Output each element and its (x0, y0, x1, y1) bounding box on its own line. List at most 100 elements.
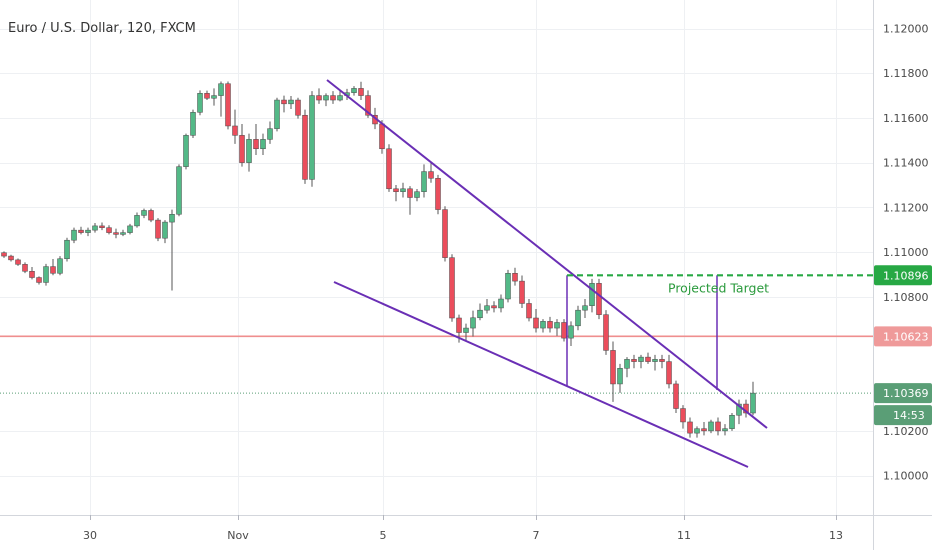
candle-up (246, 139, 252, 163)
candle-up (127, 225, 133, 233)
candle-up (589, 283, 595, 306)
price-axis[interactable]: 1.12000 1.11800 1.11600 1.11400 1.11200 1.110… (883, 23, 929, 483)
time-tick-label: 7 (533, 529, 540, 542)
candle-down (659, 359, 665, 362)
horizontal-levels (0, 335, 873, 394)
candle-down (358, 88, 364, 96)
candle-up (169, 214, 175, 223)
candle-down (113, 232, 119, 235)
price-label-text: 1.10369 (883, 387, 929, 400)
candle-up (337, 95, 343, 101)
candle-down (519, 280, 525, 304)
countdown-text: 14:53 (893, 409, 925, 422)
time-tick-label: 5 (380, 529, 387, 542)
candle-up (71, 229, 77, 241)
candle-down (302, 114, 308, 180)
candle-down (281, 99, 287, 105)
candle-down (330, 95, 336, 101)
time-axis[interactable]: 30 Nov 5 7 11 13 (83, 515, 843, 542)
candle-up (617, 368, 623, 385)
candle-down (204, 93, 210, 99)
price-tick-label: 1.12000 (883, 23, 929, 36)
candle-down (603, 314, 609, 351)
projected-target-annotation: Projected Target (668, 280, 769, 295)
candle-down (533, 317, 539, 329)
candle-down (106, 227, 112, 233)
candle-up (85, 229, 91, 233)
price-labels: 1.10896 1.10623 1.10369 14:53 (874, 265, 932, 426)
candle-down (29, 271, 35, 278)
candle-up (575, 309, 581, 327)
candle-up (624, 359, 630, 369)
price-label-text: 1.10623 (883, 330, 929, 343)
candle-up (211, 95, 217, 99)
candle-up (722, 428, 728, 432)
candle-up (92, 225, 98, 231)
price-tick-label: 1.11800 (883, 67, 929, 80)
candle-up (64, 239, 70, 260)
candle-down (435, 178, 441, 210)
candle-down (15, 259, 21, 265)
candle-down (239, 135, 245, 163)
candle-down (316, 95, 322, 101)
candle-down (232, 125, 238, 136)
candle-down (442, 209, 448, 258)
candle-up (176, 166, 182, 215)
candle-up (183, 135, 189, 167)
candle-up (120, 232, 126, 235)
candle-up (309, 95, 315, 180)
candle-up (498, 298, 504, 309)
price-tick-label: 1.10200 (883, 425, 929, 438)
candle-down (645, 356, 651, 362)
candle-up (260, 139, 266, 150)
candle-down (491, 305, 497, 309)
candle-up (582, 305, 588, 311)
candle-up (505, 273, 511, 300)
candle-down (407, 188, 413, 198)
candle-up (134, 215, 140, 227)
candle-down (631, 359, 637, 362)
candle-up (323, 95, 329, 101)
price-label-projected-target (874, 265, 932, 286)
candle-down (365, 95, 371, 116)
candle-down (610, 350, 616, 385)
price-tick-label: 1.11200 (883, 201, 929, 214)
time-tick-label: 13 (829, 529, 843, 542)
candle-up (554, 322, 560, 329)
candle-down (379, 123, 385, 150)
price-label-last-price (874, 383, 932, 404)
candle-up (218, 83, 224, 96)
candle-down (666, 361, 672, 385)
candle-up (400, 188, 406, 192)
candle-down (715, 421, 721, 432)
candle-up (729, 414, 735, 429)
candle-up (652, 359, 658, 362)
candle-down (428, 171, 434, 179)
candle-down (155, 219, 161, 239)
candle-down (1, 252, 7, 257)
wedge-upper-trendline (326, 79, 768, 429)
candle-down (673, 383, 679, 409)
falling-wedge-pattern (326, 79, 873, 468)
candle-down (561, 322, 567, 339)
time-tick-label: Nov (227, 529, 249, 542)
candle-up (162, 221, 168, 239)
candle-up (57, 258, 63, 274)
candle-up (750, 392, 756, 414)
candle-down (596, 283, 602, 315)
countdown-label (874, 405, 932, 426)
candle-down (701, 428, 707, 432)
price-label-horizontal-level (874, 326, 932, 347)
candle-up (141, 210, 147, 216)
candle-up (484, 305, 490, 311)
candle-down (50, 266, 56, 274)
candle-down (386, 148, 392, 190)
grid-lines (0, 0, 873, 515)
candle-up (288, 99, 294, 105)
candle-up (43, 266, 49, 283)
candle-down (456, 317, 462, 333)
candle-up (736, 403, 742, 416)
candle-up (197, 93, 203, 113)
